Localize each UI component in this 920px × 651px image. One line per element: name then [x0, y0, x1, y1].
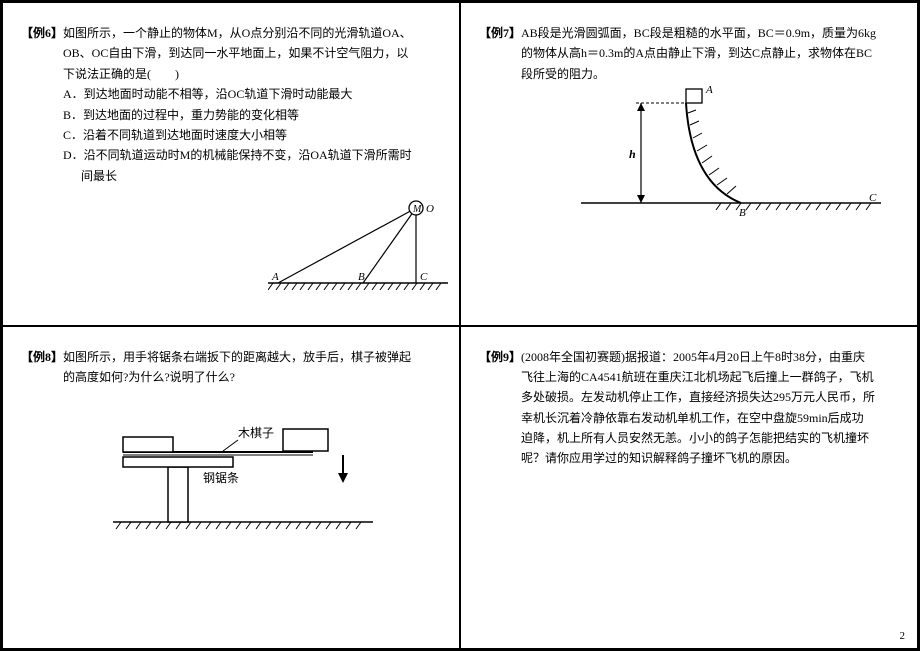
- p6-figure: M O A B C: [268, 198, 448, 298]
- p6-choiceD2: 间最长: [21, 166, 441, 186]
- p7-line2: 的物体从高h＝0.3m的A点由静止下滑，到达C点静止，求物体在BC: [479, 43, 899, 63]
- p6-tag: 【例6】: [21, 23, 63, 43]
- p8-line2: 的高度如何?为什么?说明了什么?: [21, 367, 441, 387]
- page-number: 2: [900, 630, 906, 642]
- p9-line1: (2008年全国初赛题)据报道：2005年4月20日上午8时38分，由重庆: [521, 347, 865, 367]
- p9-line2: 飞往上海的CA4541航班在重庆江北机场起飞后撞上一群鸽子，飞机: [479, 367, 899, 387]
- p6-choiceA: A．到达地面时动能不相等，沿OC轨道下滑时动能最大: [21, 84, 441, 104]
- cell-p6: 【例6】 如图所示，一个静止的物体M，从O点分别沿不同的光滑轨道OA、 OB、O…: [2, 2, 460, 326]
- p6-line2: OB、OC自由下滑，到达同一水平地面上，如果不计空气阻力，以: [21, 43, 441, 63]
- p8-line1: 如图所示，用手将锯条右端扳下的距离越大，放手后，棋子被弹起: [63, 347, 411, 367]
- p7-head: 【例7】 AB段是光滑圆弧面，BC段是粗糙的水平面，BC＝0.9m，质量为6kg: [479, 23, 899, 43]
- p7-label-h: h: [629, 147, 636, 161]
- p8-tag: 【例8】: [21, 347, 63, 367]
- p6-choiceD1: D．沿不同轨道运动时M的机械能保持不变，沿OA轨道下滑所需时: [21, 145, 441, 165]
- worksheet-page: 【例6】 如图所示，一个静止的物体M，从O点分别沿不同的光滑轨道OA、 OB、O…: [0, 0, 920, 651]
- p6-head: 【例6】 如图所示，一个静止的物体M，从O点分别沿不同的光滑轨道OA、: [21, 23, 441, 43]
- p6-line3: 下说法正确的是( ): [21, 64, 441, 84]
- p7-tag: 【例7】: [479, 23, 521, 43]
- p6-label-O: O: [426, 203, 434, 215]
- p7-line3: 段所受的阻力。: [479, 64, 899, 84]
- p9-line3: 多处破损。左发动机停止工作，直接经济损失达295万元人民币，所: [479, 387, 899, 407]
- cell-p9: 【例9】 (2008年全国初赛题)据报道：2005年4月20日上午8时38分，由…: [460, 326, 918, 650]
- p7-line1: AB段是光滑圆弧面，BC段是粗糙的水平面，BC＝0.9m，质量为6kg: [521, 23, 876, 43]
- p6-label-M: M: [412, 204, 422, 215]
- p7-label-C: C: [869, 192, 877, 204]
- p6-choiceC: C．沿着不同轨道到达地面时速度大小相等: [21, 125, 441, 145]
- cell-p7: 【例7】 AB段是光滑圆弧面，BC段是粗糙的水平面，BC＝0.9m，质量为6kg…: [460, 2, 918, 326]
- p8-label-chess: 木棋子: [238, 426, 274, 440]
- p6-line1: 如图所示，一个静止的物体M，从O点分别沿不同的光滑轨道OA、: [63, 23, 412, 43]
- p7-svg: h A B C: [581, 83, 881, 223]
- p9-tag: 【例9】: [479, 347, 521, 367]
- p7-label-A: A: [705, 84, 713, 96]
- p6-label-B: B: [358, 271, 365, 283]
- p8-head: 【例8】 如图所示，用手将锯条右端扳下的距离越大，放手后，棋子被弹起: [21, 347, 441, 367]
- p8-label-saw: 钢锯条: [203, 470, 239, 485]
- cell-p8: 【例8】 如图所示，用手将锯条右端扳下的距离越大，放手后，棋子被弹起 的高度如何…: [2, 326, 460, 650]
- p8-figure: 木棋子 钢锯条: [113, 407, 373, 537]
- p9-head: 【例9】 (2008年全国初赛题)据报道：2005年4月20日上午8时38分，由…: [479, 347, 899, 367]
- p6-label-A: A: [271, 271, 279, 283]
- p7-label-B: B: [739, 207, 746, 219]
- p6-label-C: C: [420, 271, 428, 283]
- p9-line4: 幸机长沉着冷静依靠右发动机单机工作，在空中盘旋59min后成功: [479, 408, 899, 428]
- p9-line6: 呢？请你应用学过的知识解释鸽子撞坏飞机的原因。: [479, 448, 899, 468]
- p7-figure: h A B C: [581, 83, 881, 223]
- p6-choiceB: B．到达地面的过程中，重力势能的变化相等: [21, 105, 441, 125]
- p8-svg: 木棋子 钢锯条: [113, 407, 373, 537]
- p9-line5: 迫降，机上所有人员安然无恙。小小的鸽子怎能把结实的飞机撞坏: [479, 428, 899, 448]
- p6-svg: M O A B C: [268, 198, 448, 298]
